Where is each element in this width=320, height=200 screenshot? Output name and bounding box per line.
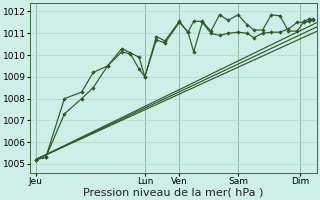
X-axis label: Pression niveau de la mer( hPa ): Pression niveau de la mer( hPa ) [84,187,264,197]
